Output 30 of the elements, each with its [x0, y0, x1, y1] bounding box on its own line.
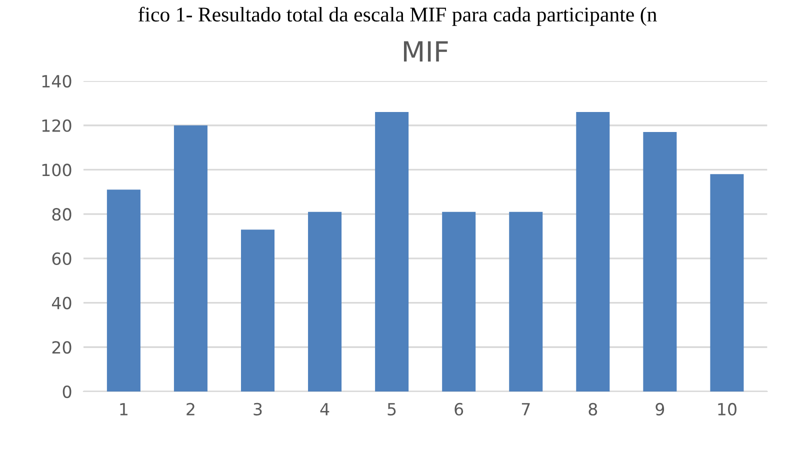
x-tick-label: 10 [718, 402, 736, 416]
bar [308, 212, 342, 392]
bar [174, 125, 208, 392]
y-tick-label: 40 [52, 296, 72, 310]
bar [509, 212, 543, 392]
x-tick-label: 1 [120, 403, 128, 416]
chart-title: MIF [404, 41, 448, 62]
y-tick-label: 20 [52, 341, 72, 354]
x-tick-label: 6 [454, 402, 464, 416]
x-tick-label: 2 [186, 402, 194, 416]
x-tick-label: 8 [588, 402, 598, 416]
x-tick-label: 3 [254, 402, 262, 416]
bar [710, 174, 744, 392]
y-tick-label: 60 [52, 252, 72, 265]
bar [576, 112, 610, 392]
y-tick-label: 100 [42, 164, 72, 176]
text: fico 1- Resultado total da escala MIF para cada participante (n [138, 6, 657, 26]
y-tick-label: 120 [42, 119, 72, 132]
bar [442, 212, 476, 392]
y-tick-label: 80 [52, 208, 72, 221]
bar [375, 112, 409, 392]
bar [240, 230, 275, 392]
y-tick-label: 0 [62, 385, 72, 398]
x-tick-label: 9 [656, 402, 664, 416]
x-tick-label: 5 [388, 403, 396, 416]
x-tick-label: 7 [522, 403, 530, 416]
y-tick-label: 140 [42, 74, 72, 88]
bar [106, 190, 140, 392]
x-tick-label: 4 [320, 403, 330, 416]
bar [643, 132, 677, 392]
